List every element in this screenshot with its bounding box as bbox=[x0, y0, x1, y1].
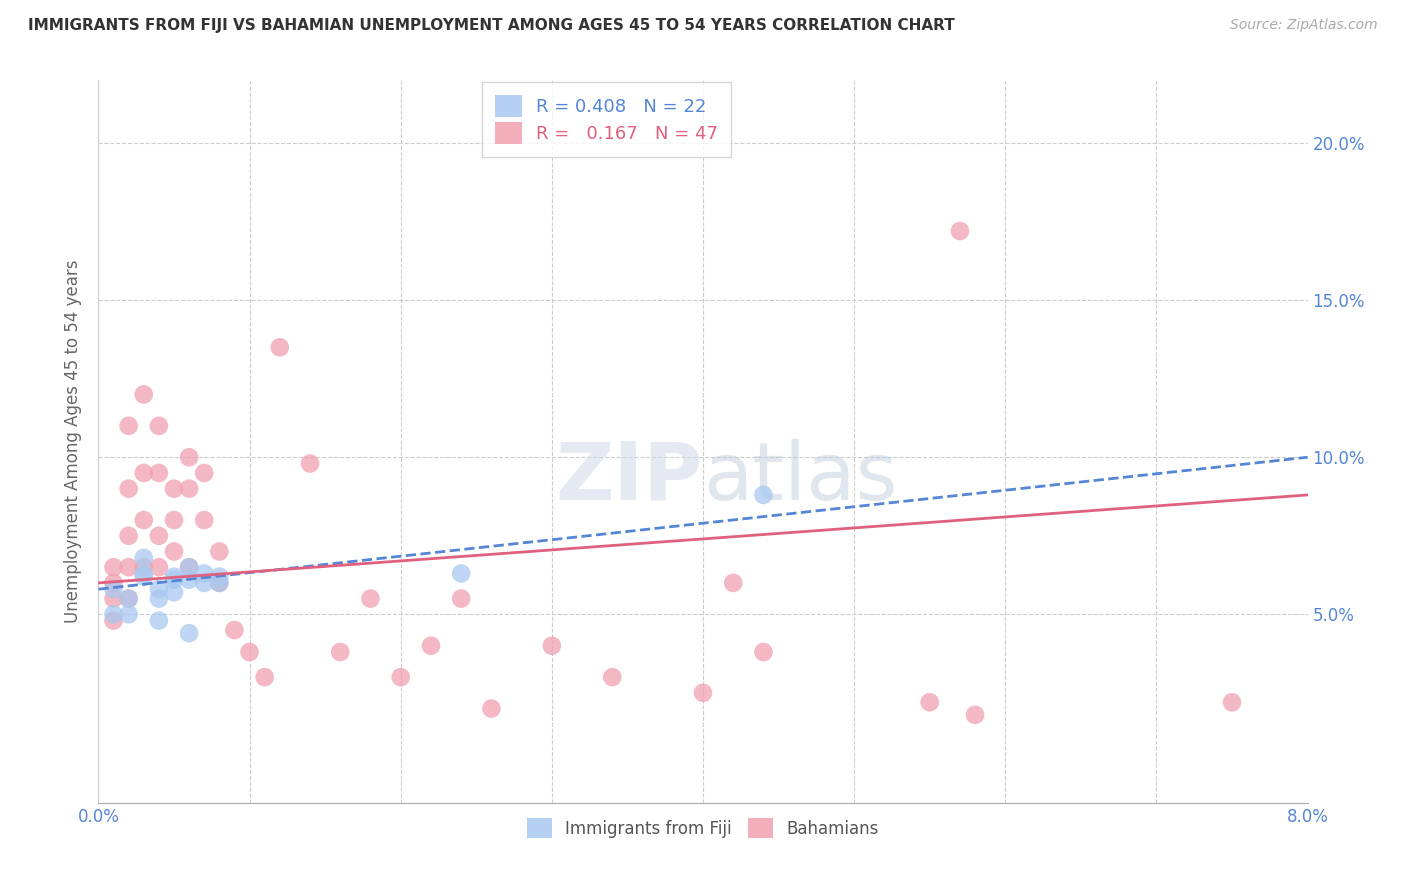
Point bbox=[148, 560, 170, 574]
Point bbox=[208, 575, 231, 590]
Point bbox=[299, 457, 322, 471]
Point bbox=[103, 575, 125, 590]
Point bbox=[253, 670, 276, 684]
Point bbox=[163, 544, 186, 558]
Point bbox=[118, 529, 141, 543]
Point bbox=[193, 513, 215, 527]
Point bbox=[148, 582, 170, 597]
Point bbox=[692, 686, 714, 700]
Point bbox=[752, 645, 775, 659]
Point bbox=[179, 450, 201, 465]
Point bbox=[329, 645, 352, 659]
Text: IMMIGRANTS FROM FIJI VS BAHAMIAN UNEMPLOYMENT AMONG AGES 45 TO 54 YEARS CORRELAT: IMMIGRANTS FROM FIJI VS BAHAMIAN UNEMPLO… bbox=[28, 18, 955, 33]
Point bbox=[163, 513, 186, 527]
Point bbox=[148, 418, 170, 433]
Text: ZIP: ZIP bbox=[555, 439, 703, 516]
Point bbox=[103, 591, 125, 606]
Point bbox=[193, 566, 215, 581]
Point bbox=[103, 582, 125, 597]
Point bbox=[193, 466, 215, 480]
Point bbox=[965, 707, 987, 722]
Point bbox=[118, 591, 141, 606]
Point bbox=[118, 607, 141, 622]
Point bbox=[163, 569, 186, 583]
Point bbox=[148, 591, 170, 606]
Point bbox=[723, 575, 745, 590]
Point bbox=[132, 560, 155, 574]
Point bbox=[132, 569, 155, 583]
Point bbox=[118, 418, 141, 433]
Point bbox=[132, 513, 155, 527]
Point bbox=[163, 585, 186, 599]
Y-axis label: Unemployment Among Ages 45 to 54 years: Unemployment Among Ages 45 to 54 years bbox=[65, 260, 83, 624]
Point bbox=[179, 482, 201, 496]
Point bbox=[1220, 695, 1243, 709]
Point bbox=[208, 575, 231, 590]
Point bbox=[193, 575, 215, 590]
Point bbox=[208, 544, 231, 558]
Point bbox=[132, 387, 155, 401]
Point bbox=[179, 573, 201, 587]
Point bbox=[103, 560, 125, 574]
Point bbox=[389, 670, 412, 684]
Point bbox=[163, 482, 186, 496]
Point bbox=[420, 639, 443, 653]
Point bbox=[148, 529, 170, 543]
Point bbox=[360, 591, 382, 606]
Point bbox=[752, 488, 775, 502]
Text: atlas: atlas bbox=[703, 439, 897, 516]
Point bbox=[179, 626, 201, 640]
Point bbox=[224, 623, 246, 637]
Point bbox=[118, 482, 141, 496]
Legend: Immigrants from Fiji, Bahamians: Immigrants from Fiji, Bahamians bbox=[520, 812, 886, 845]
Text: Source: ZipAtlas.com: Source: ZipAtlas.com bbox=[1230, 18, 1378, 32]
Point bbox=[132, 566, 155, 581]
Point bbox=[208, 569, 231, 583]
Point bbox=[269, 340, 291, 354]
Point bbox=[132, 550, 155, 565]
Point bbox=[481, 701, 503, 715]
Point bbox=[163, 573, 186, 587]
Point bbox=[239, 645, 262, 659]
Point bbox=[918, 695, 941, 709]
Point bbox=[179, 560, 201, 574]
Point bbox=[148, 466, 170, 480]
Point bbox=[949, 224, 972, 238]
Point bbox=[179, 560, 201, 574]
Point bbox=[132, 466, 155, 480]
Point bbox=[450, 591, 472, 606]
Point bbox=[450, 566, 472, 581]
Point bbox=[540, 639, 562, 653]
Point bbox=[103, 614, 125, 628]
Point bbox=[103, 607, 125, 622]
Point bbox=[148, 614, 170, 628]
Point bbox=[602, 670, 624, 684]
Point bbox=[118, 591, 141, 606]
Point bbox=[118, 560, 141, 574]
